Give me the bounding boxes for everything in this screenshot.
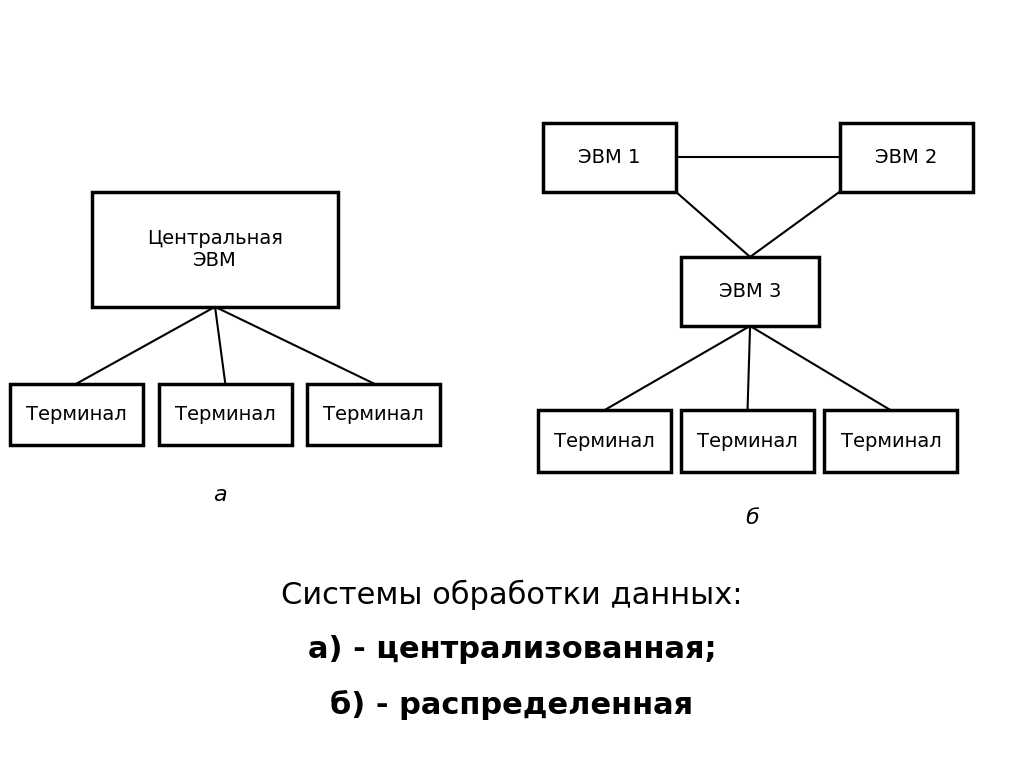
Text: ЭВМ 2: ЭВМ 2 — [876, 148, 937, 166]
Text: Центральная
ЭВМ: Центральная ЭВМ — [147, 229, 283, 270]
Text: б: б — [745, 508, 760, 528]
Text: а: а — [213, 485, 227, 505]
FancyBboxPatch shape — [92, 192, 338, 307]
FancyBboxPatch shape — [840, 123, 973, 192]
Text: Терминал: Терминал — [27, 405, 127, 423]
Text: ЭВМ 3: ЭВМ 3 — [719, 282, 781, 301]
FancyBboxPatch shape — [543, 123, 676, 192]
Text: Терминал: Терминал — [175, 405, 275, 423]
Text: Терминал: Терминал — [841, 432, 941, 450]
Text: Терминал: Терминал — [324, 405, 424, 423]
Text: а) - централизованная;: а) - централизованная; — [307, 635, 717, 664]
Text: Терминал: Терминал — [697, 432, 798, 450]
FancyBboxPatch shape — [10, 384, 143, 445]
FancyBboxPatch shape — [681, 257, 819, 326]
Text: б) - распределенная: б) - распределенная — [331, 690, 693, 720]
FancyBboxPatch shape — [824, 410, 957, 472]
FancyBboxPatch shape — [538, 410, 671, 472]
Text: Терминал: Терминал — [554, 432, 654, 450]
FancyBboxPatch shape — [307, 384, 440, 445]
Text: ЭВМ 1: ЭВМ 1 — [579, 148, 640, 166]
FancyBboxPatch shape — [681, 410, 814, 472]
FancyBboxPatch shape — [159, 384, 292, 445]
Text: Системы обработки данных:: Системы обработки данных: — [282, 579, 742, 610]
